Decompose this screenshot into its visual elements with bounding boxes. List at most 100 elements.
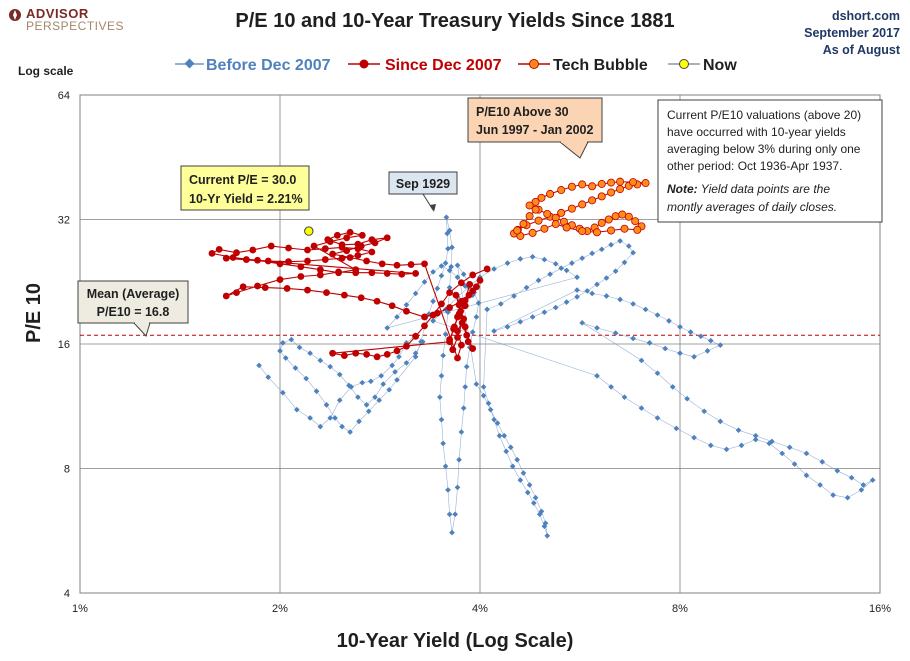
data-point-before — [544, 532, 551, 539]
data-point-before — [436, 394, 443, 401]
data-point-before — [803, 450, 810, 457]
data-point-tech — [620, 224, 629, 233]
data-point-before — [563, 267, 570, 274]
data-point-tech — [578, 180, 587, 189]
data-point-since — [383, 270, 391, 277]
data-point-before — [491, 416, 497, 423]
legend-label-tech: Tech Bubble — [553, 57, 648, 74]
data-point-since — [433, 309, 441, 317]
y-tick-label: 64 — [58, 90, 70, 102]
data-point-before — [403, 360, 410, 366]
data-point-before — [412, 353, 419, 360]
data-point-since — [304, 246, 311, 254]
data-point-before — [440, 440, 446, 447]
data-point-before — [532, 494, 539, 501]
chart-title: P/E 10 and 10-Year Treasury Yields Since… — [235, 10, 675, 32]
data-point-before — [626, 243, 632, 249]
data-point-before — [589, 290, 595, 297]
data-point-tech — [604, 215, 613, 224]
data-point-since — [403, 307, 410, 315]
data-point-since — [371, 239, 379, 247]
data-point-before — [630, 249, 636, 256]
data-point-before — [529, 314, 536, 320]
data-point-before — [630, 301, 636, 307]
data-point-before — [589, 250, 595, 257]
legend-label-before: Before Dec 2007 — [206, 57, 331, 74]
callout-mean: Mean (Average) P/E10 = 16.8 — [77, 280, 189, 337]
data-point-before — [454, 262, 461, 269]
data-point-since — [466, 280, 474, 288]
data-point-before — [327, 415, 334, 421]
data-point-since — [393, 347, 401, 355]
compass-icon — [9, 9, 21, 21]
data-point-since — [363, 257, 370, 265]
y-tick-label: 4 — [64, 588, 70, 600]
data-point-before — [394, 314, 400, 320]
data-point-since — [446, 304, 453, 311]
data-point-since — [283, 285, 291, 292]
data-point-before — [442, 463, 449, 470]
source-block: dshort.com September 2017 As of August — [804, 8, 900, 59]
data-point-before — [707, 337, 714, 344]
data-point-since — [304, 257, 311, 265]
callout-sep1929-label: Sep 1929 — [396, 177, 450, 191]
data-point-before — [698, 333, 704, 340]
data-point-before — [598, 246, 605, 253]
data-point-before — [594, 281, 600, 288]
data-point-before — [446, 227, 453, 234]
data-point-before — [507, 444, 514, 451]
y-axis-title: P/E 10 — [23, 283, 45, 343]
data-point-before — [339, 423, 345, 430]
data-point-before — [442, 331, 449, 337]
data-point-since — [229, 254, 237, 261]
note-line6: montly averages of daily closes. — [667, 200, 837, 214]
data-point-since — [346, 254, 354, 261]
data-point-before — [443, 214, 450, 221]
data-point-since — [469, 271, 477, 279]
data-point-since — [352, 266, 360, 274]
data-point-before — [317, 357, 324, 364]
data-point-before — [608, 241, 614, 248]
data-point-before — [280, 340, 286, 346]
data-point-since — [421, 260, 428, 268]
data-point-before — [579, 320, 586, 326]
data-point-before — [392, 369, 398, 375]
callout-current-line1: Current P/E = 30.0 — [189, 173, 296, 187]
data-point-before — [791, 461, 798, 467]
data-point-before — [475, 300, 482, 306]
data-point-before — [766, 440, 773, 447]
note-line5-text: Yield data points are the — [698, 182, 831, 196]
data-point-before — [621, 259, 628, 266]
data-point-since — [354, 252, 362, 259]
data-point-before — [830, 492, 836, 498]
data-point-tech — [588, 196, 597, 205]
data-point-before — [617, 238, 623, 244]
data-point-before — [498, 301, 504, 307]
data-point-since — [469, 345, 477, 352]
data-point-tech — [597, 218, 606, 227]
data-point-since — [357, 294, 365, 302]
data-point-since — [446, 336, 453, 343]
data-point-before — [460, 405, 467, 411]
data-point-before — [363, 402, 370, 408]
data-point-tech — [597, 192, 606, 201]
data-point-before — [691, 434, 697, 441]
data-point-before — [707, 442, 714, 449]
callout-tech-line1: P/E10 Above 30 — [476, 105, 569, 119]
x-tick-label: 4% — [472, 603, 488, 615]
data-point-before — [654, 312, 661, 318]
data-point-since — [454, 354, 461, 362]
series-before-line — [258, 217, 873, 536]
data-point-before — [277, 348, 283, 354]
data-point-before — [517, 256, 524, 262]
data-point-before — [313, 388, 320, 395]
data-point-before — [376, 397, 382, 404]
legend-item-before: Before Dec 2007 — [175, 57, 331, 74]
data-point-before — [603, 293, 610, 299]
data-point-since — [285, 258, 292, 266]
data-point-before — [541, 309, 548, 316]
data-point-tech — [618, 210, 627, 219]
data-point-before — [517, 319, 524, 325]
data-point-before — [282, 355, 289, 361]
